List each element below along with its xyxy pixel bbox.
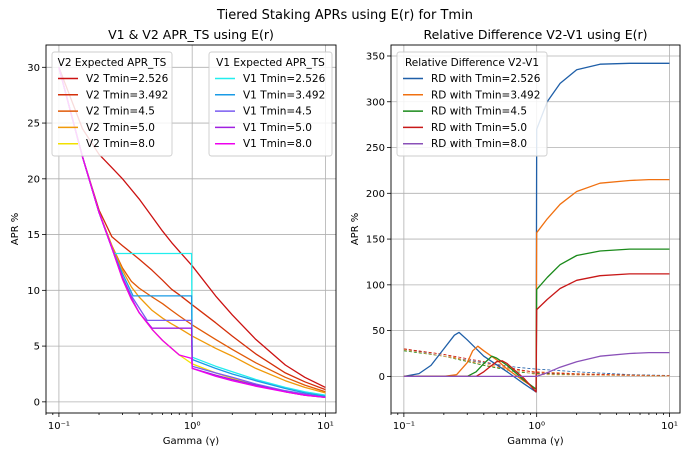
series-line-v2-tmin-2-526 xyxy=(58,67,326,388)
series-line-rd-with-tmin-8-0 xyxy=(403,351,670,378)
legend-entry: RD with Tmin=2.526 xyxy=(431,73,541,85)
y-tick-label: 300 xyxy=(366,97,385,108)
y-tick-label: 0 xyxy=(34,397,40,408)
legend-frame xyxy=(51,51,173,157)
dashed-series-line-3 xyxy=(403,348,670,377)
y-tick-label: 0 xyxy=(379,372,385,383)
legend-frame xyxy=(396,51,548,157)
plot-area xyxy=(403,62,670,393)
legend-entry: V1 Tmin=8.0 xyxy=(243,138,312,150)
series-line-rd-with-tmin-2-526 xyxy=(403,62,670,393)
y-tick-label: 10 xyxy=(27,286,40,297)
series-line-rd-with-tmin-5-0 xyxy=(403,273,670,393)
y-axis-label: APR % xyxy=(10,213,21,246)
y-tick-label: 20 xyxy=(27,174,40,185)
y-tick-label: 50 xyxy=(372,326,385,337)
y-axis-label: APR % xyxy=(350,213,361,246)
legend-entry: V2 Tmin=2.526 xyxy=(86,73,169,85)
legend-entry: V2 Tmin=3.492 xyxy=(86,89,168,101)
x-tick-label: 10⁰ xyxy=(528,421,545,432)
x-axis: 10⁻¹ 10⁰ 10¹ Gamma (γ) xyxy=(390,413,678,447)
chart-title: V1 & V2 APR_TS using E(r) xyxy=(108,27,274,42)
legend-entry: V1 Tmin=3.492 xyxy=(243,89,325,101)
y-tick-label: 5 xyxy=(34,342,40,353)
legend-frame xyxy=(208,51,333,157)
legend-relative-difference-v2-v1: Relative Difference V2-V1 RD with Tmin=2.… xyxy=(396,51,548,157)
legend-title: V1 Expected APR_TS xyxy=(216,57,325,69)
y-axis: 0 5 10 15 20 25 30 APR % xyxy=(10,63,46,408)
y-tick-label: 30 xyxy=(27,63,40,74)
legend-v1-expected-apr-ts: V1 Expected APR_TS V1 Tmin=2.526 V1 Tmin=3… xyxy=(208,51,333,157)
series-line-rd-with-tmin-3-492 xyxy=(403,178,670,390)
legend-title: V2 Expected APR_TS xyxy=(58,57,167,69)
figure-suptitle: Tiered Staking APRs using E(r) for Tmin xyxy=(216,8,473,23)
y-tick-label: 100 xyxy=(366,280,385,291)
series-line-v1-tmin-8-0 xyxy=(58,67,326,399)
x-axis-label: Gamma (γ) xyxy=(507,436,563,447)
x-axis-label: Gamma (γ) xyxy=(163,436,219,447)
legend-entry: V1 Tmin=4.5 xyxy=(243,106,312,118)
y-tick-label: 150 xyxy=(366,235,385,246)
chart-title: Relative Difference V2-V1 using E(r) xyxy=(423,27,647,42)
x-tick-label: 10⁻¹ xyxy=(393,421,415,432)
x-tick-label: 10⁰ xyxy=(184,421,201,432)
legend-entry: RD with Tmin=8.0 xyxy=(431,138,527,150)
legend-entry: V1 Tmin=5.0 xyxy=(243,122,312,134)
legend-entry: V2 Tmin=4.5 xyxy=(86,106,155,118)
legend-entry: V1 Tmin=2.526 xyxy=(243,73,326,85)
x-tick-label: 10¹ xyxy=(317,421,334,432)
series-line-v2-tmin-3-492 xyxy=(58,67,326,391)
x-axis: 10⁻¹ 10⁰ 10¹ Gamma (γ) xyxy=(45,413,334,447)
axes-frame xyxy=(390,44,681,414)
legend-entry: V2 Tmin=5.0 xyxy=(86,122,155,134)
left-chart-axes: V1 & V2 APR_TS using E(r) 10⁻¹ 10⁰ 10¹ Gamma… xyxy=(10,27,337,447)
legend-entry: RD with Tmin=4.5 xyxy=(431,106,527,118)
dashed-series-line-4 xyxy=(403,349,670,377)
legend-entry: V2 Tmin=8.0 xyxy=(86,138,155,150)
legend-entry: RD with Tmin=3.492 xyxy=(431,89,540,101)
y-tick-label: 15 xyxy=(27,230,40,241)
right-chart-axes: Relative Difference V2-V1 using E(r) 10⁻¹… xyxy=(350,27,681,447)
x-tick-label: 10⁻¹ xyxy=(48,421,70,432)
x-tick-label: 10¹ xyxy=(661,421,678,432)
legend-entry: RD with Tmin=5.0 xyxy=(431,122,527,134)
legend-v2-expected-apr-ts: V2 Expected APR_TS V2 Tmin=2.526 V2 Tmin=3… xyxy=(51,51,173,157)
axes-frame xyxy=(45,44,337,414)
y-tick-label: 350 xyxy=(366,51,385,62)
y-axis: 0 50 100 150 200 250 300 350 APR % xyxy=(350,51,391,383)
plot-area xyxy=(58,67,326,399)
y-tick-label: 25 xyxy=(27,119,40,130)
y-tick-label: 200 xyxy=(366,189,385,200)
y-tick-label: 250 xyxy=(366,143,385,154)
legend-title: Relative Difference V2-V1 xyxy=(405,57,539,69)
